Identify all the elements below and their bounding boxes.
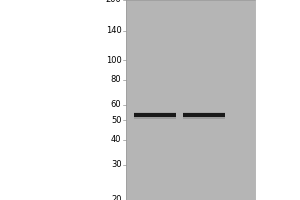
Text: 80: 80 (111, 75, 122, 84)
Text: 20: 20 (111, 196, 122, 200)
Text: 50: 50 (111, 116, 122, 125)
Bar (126, 0, 255, 200)
Text: 40: 40 (111, 135, 122, 144)
Text: 60: 60 (111, 100, 122, 109)
Text: 140: 140 (106, 26, 122, 35)
Text: 100: 100 (106, 56, 122, 65)
Text: 200: 200 (106, 0, 122, 4)
Text: 30: 30 (111, 160, 122, 169)
